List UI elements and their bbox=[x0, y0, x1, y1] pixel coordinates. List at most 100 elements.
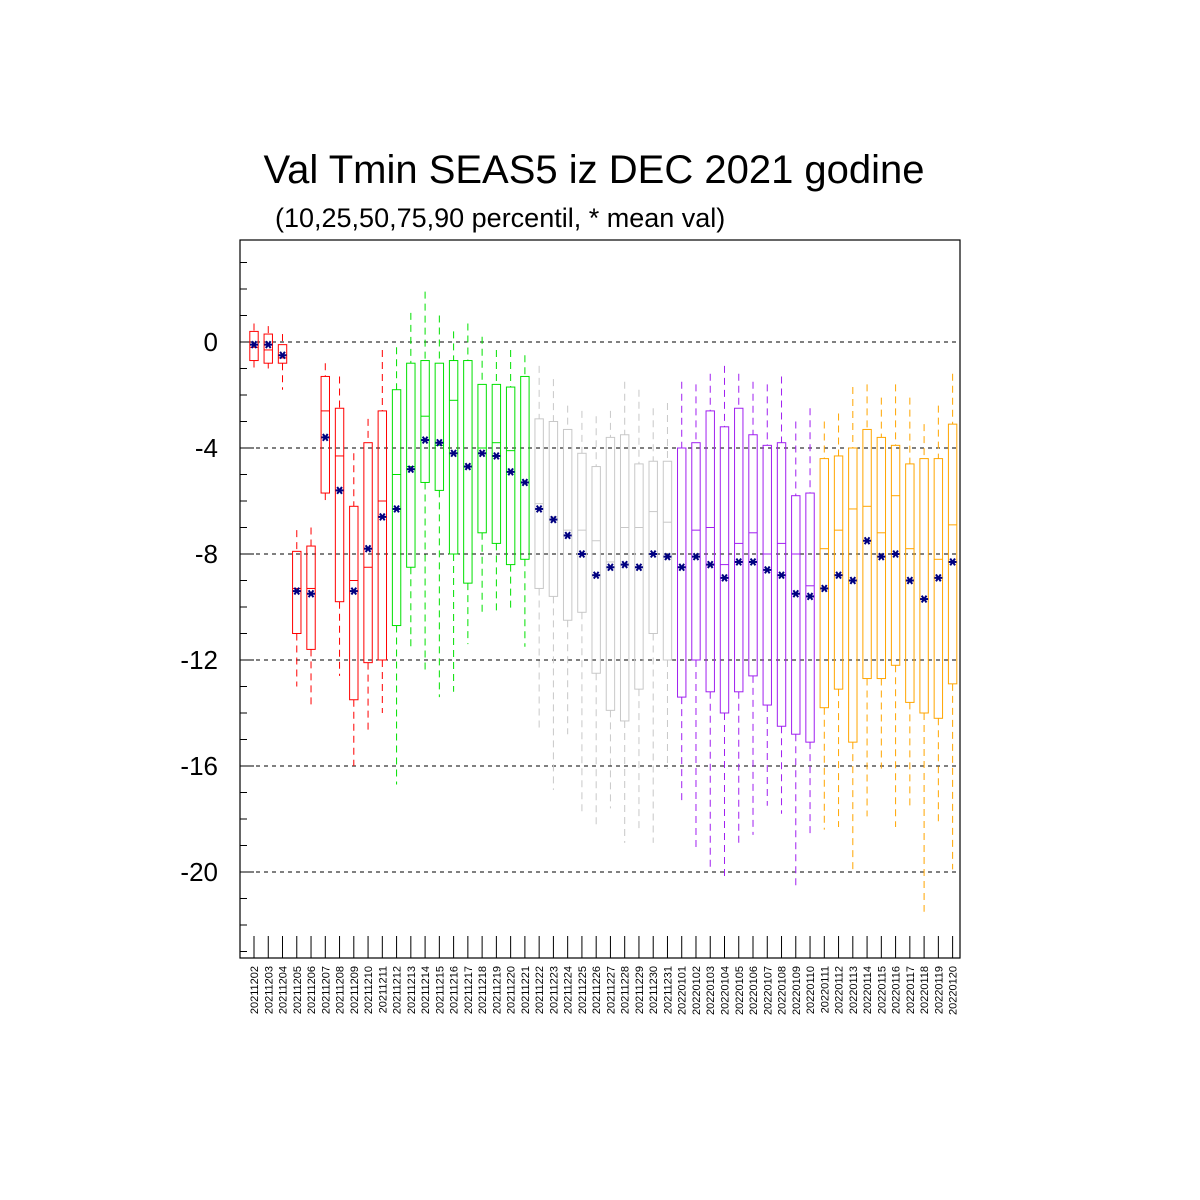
boxes bbox=[249, 291, 958, 912]
mean-marker bbox=[620, 560, 629, 569]
x-tick-label: 20211231 bbox=[662, 966, 674, 1014]
box-iqr bbox=[691, 442, 701, 661]
box-iqr bbox=[363, 442, 373, 664]
box-item bbox=[463, 323, 473, 645]
mean-marker bbox=[364, 544, 373, 553]
box-iqr bbox=[719, 426, 730, 714]
box-item bbox=[933, 405, 944, 822]
box-item bbox=[905, 397, 915, 806]
mean-marker bbox=[421, 436, 430, 445]
box-item bbox=[848, 387, 858, 872]
box-item bbox=[776, 376, 787, 814]
box-item bbox=[619, 381, 630, 843]
box-iqr bbox=[349, 505, 359, 701]
box-item bbox=[320, 363, 330, 501]
mean-marker bbox=[606, 563, 615, 572]
x-tick-label: 20220116 bbox=[891, 966, 903, 1014]
mean-stroke bbox=[307, 589, 315, 598]
mean-marker bbox=[634, 563, 643, 572]
mean-marker bbox=[848, 576, 857, 585]
box-item bbox=[420, 291, 430, 671]
box-iqr bbox=[577, 452, 587, 613]
mean-marker bbox=[677, 563, 686, 572]
box-item bbox=[363, 418, 373, 735]
x-tick-label: 20220119 bbox=[933, 966, 945, 1014]
box-iqr bbox=[562, 428, 573, 621]
box-item bbox=[876, 397, 887, 769]
x-tick-label: 20220107 bbox=[762, 966, 774, 1015]
box-iqr bbox=[605, 436, 616, 711]
box-iqr bbox=[406, 362, 416, 568]
mean-stroke bbox=[949, 557, 956, 566]
mean-stroke bbox=[835, 571, 842, 580]
box-iqr bbox=[648, 460, 658, 634]
box-iqr bbox=[591, 466, 601, 674]
mean-stroke bbox=[293, 587, 300, 596]
box-item bbox=[890, 384, 901, 827]
mean-stroke bbox=[450, 449, 457, 458]
box-iqr bbox=[463, 360, 473, 584]
x-tick-label: 20211210 bbox=[363, 966, 375, 1014]
x-tick-label: 20211214 bbox=[420, 966, 432, 1014]
x-tick-label: 20211212 bbox=[392, 966, 404, 1014]
box-iqr bbox=[306, 545, 316, 650]
mean-marker bbox=[934, 573, 943, 582]
x-tick-label: 20211229 bbox=[634, 966, 646, 1014]
mean-marker bbox=[706, 560, 715, 569]
box-iqr bbox=[619, 434, 630, 722]
mean-stroke bbox=[564, 531, 571, 540]
box-item bbox=[677, 381, 687, 801]
x-tick-label: 20211230 bbox=[648, 966, 660, 1014]
mean-marker bbox=[749, 557, 758, 566]
box-item bbox=[791, 421, 801, 886]
x-tick-label: 20211205 bbox=[292, 966, 304, 1014]
box-item bbox=[734, 373, 744, 846]
mean-stroke bbox=[250, 340, 258, 349]
box-iqr bbox=[391, 389, 402, 627]
mean-stroke bbox=[906, 576, 914, 585]
x-tick-label: 20211203 bbox=[263, 966, 275, 1014]
box-iqr bbox=[548, 421, 559, 597]
box-item bbox=[634, 389, 644, 830]
box-iqr bbox=[477, 383, 487, 534]
box-item bbox=[562, 405, 573, 735]
box-iqr bbox=[662, 460, 673, 661]
y-tick-labels: 0 -4 -8 -12 -16 -20 bbox=[180, 327, 218, 887]
box-iqr bbox=[947, 423, 958, 685]
x-tick-label: 20211215 bbox=[434, 966, 446, 1014]
box-iqr bbox=[833, 455, 844, 690]
y-tick-label: -8 bbox=[195, 539, 218, 569]
mean-marker bbox=[948, 557, 957, 566]
box-item bbox=[662, 402, 673, 769]
box-iqr bbox=[320, 375, 330, 494]
box-iqr bbox=[277, 344, 288, 364]
mean-stroke bbox=[878, 552, 885, 561]
box-iqr bbox=[805, 492, 815, 743]
mean-stroke bbox=[806, 592, 814, 601]
mean-stroke bbox=[407, 465, 415, 474]
mean-stroke bbox=[692, 552, 700, 561]
mean-stroke bbox=[707, 560, 714, 569]
x-tick-label: 20211204 bbox=[278, 966, 290, 1014]
x-tick-label: 20211219 bbox=[491, 966, 503, 1014]
box-item bbox=[648, 408, 658, 843]
mean-stroke bbox=[821, 584, 828, 593]
x-tick-label: 20220117 bbox=[905, 966, 917, 1014]
x-tick-label: 20220102 bbox=[691, 966, 703, 1015]
mean-marker bbox=[891, 550, 900, 558]
box-iqr bbox=[862, 428, 872, 680]
mean-stroke bbox=[350, 587, 358, 596]
box-iqr bbox=[776, 442, 787, 727]
box-iqr bbox=[420, 360, 430, 483]
mean-stroke bbox=[436, 438, 443, 447]
mean-stroke bbox=[863, 536, 871, 545]
box-item bbox=[862, 384, 872, 817]
x-tick-label: 20211225 bbox=[577, 966, 589, 1014]
mean-stroke bbox=[892, 550, 899, 558]
mean-stroke bbox=[735, 557, 742, 566]
x-tick-label: 20211218 bbox=[477, 966, 489, 1014]
x-tick-label: 20211208 bbox=[335, 966, 347, 1014]
mean-markers bbox=[250, 340, 957, 604]
mean-stroke bbox=[535, 504, 543, 513]
